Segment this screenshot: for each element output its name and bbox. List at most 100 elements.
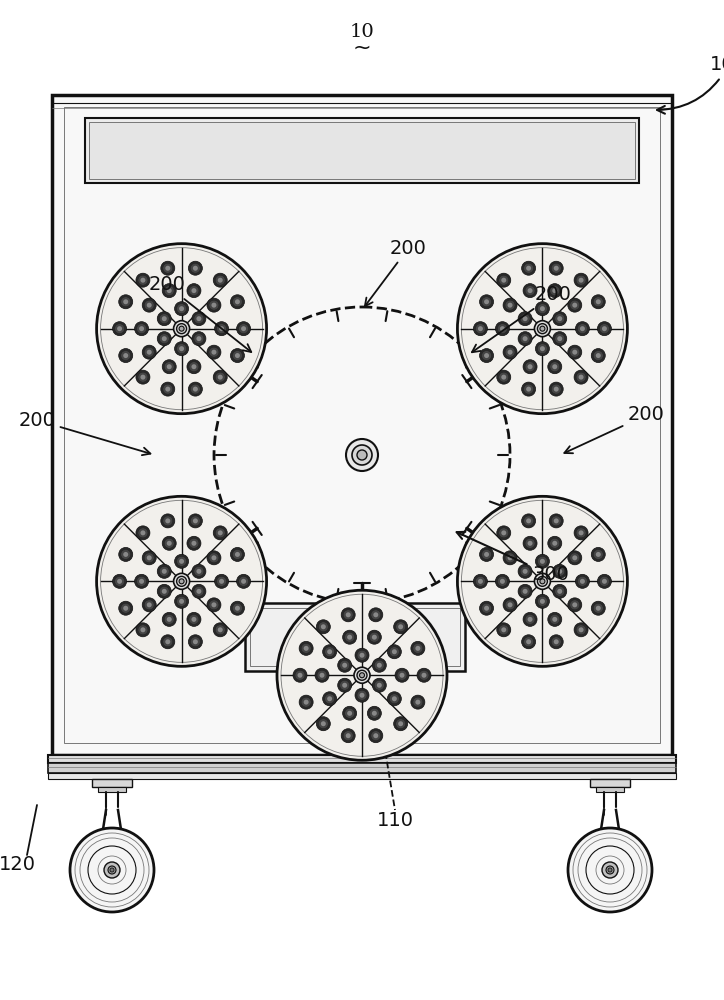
Circle shape [194, 586, 204, 596]
Circle shape [144, 300, 154, 310]
Circle shape [144, 553, 154, 563]
Circle shape [536, 574, 550, 588]
Circle shape [357, 690, 367, 700]
Circle shape [570, 600, 580, 610]
Circle shape [555, 566, 565, 576]
Text: 200: 200 [18, 410, 151, 455]
Circle shape [147, 303, 152, 308]
Circle shape [578, 627, 584, 632]
Circle shape [484, 606, 489, 611]
Circle shape [497, 526, 510, 540]
Circle shape [540, 599, 545, 604]
Circle shape [303, 646, 308, 651]
Circle shape [372, 635, 377, 640]
Circle shape [147, 602, 152, 607]
Circle shape [606, 866, 614, 874]
Circle shape [505, 600, 515, 610]
Text: 200: 200 [564, 406, 665, 453]
Circle shape [321, 624, 326, 629]
Circle shape [174, 342, 188, 356]
Circle shape [537, 556, 547, 566]
Circle shape [319, 673, 324, 678]
Circle shape [342, 683, 348, 688]
Circle shape [526, 387, 531, 392]
Circle shape [214, 370, 227, 384]
Circle shape [501, 627, 506, 632]
Circle shape [193, 518, 198, 523]
Circle shape [374, 680, 384, 690]
Circle shape [189, 538, 199, 548]
Circle shape [177, 324, 187, 334]
Circle shape [552, 584, 567, 598]
Circle shape [301, 697, 311, 707]
Circle shape [521, 514, 536, 528]
Circle shape [215, 372, 225, 382]
Circle shape [189, 286, 199, 296]
Circle shape [476, 324, 485, 334]
Circle shape [473, 574, 487, 588]
Circle shape [572, 602, 577, 607]
Text: 100: 100 [657, 55, 724, 114]
Circle shape [187, 284, 201, 298]
Circle shape [161, 514, 174, 528]
Circle shape [144, 600, 154, 610]
Circle shape [123, 299, 128, 304]
Circle shape [499, 528, 509, 538]
Circle shape [162, 536, 176, 550]
Circle shape [554, 266, 559, 271]
Circle shape [376, 663, 382, 668]
Circle shape [534, 573, 550, 589]
Circle shape [219, 326, 224, 331]
Circle shape [550, 382, 563, 396]
Circle shape [232, 603, 243, 613]
Bar [596, 787, 624, 792]
Circle shape [315, 668, 329, 682]
Circle shape [413, 697, 423, 707]
Circle shape [119, 295, 132, 309]
Circle shape [526, 518, 531, 523]
Circle shape [357, 650, 367, 660]
Circle shape [572, 303, 577, 308]
Circle shape [574, 370, 588, 384]
Circle shape [576, 275, 586, 285]
Circle shape [374, 612, 379, 617]
Circle shape [518, 564, 532, 578]
Circle shape [121, 549, 131, 559]
Circle shape [140, 278, 146, 283]
Circle shape [592, 547, 605, 561]
Circle shape [552, 332, 567, 346]
Circle shape [301, 643, 311, 653]
Circle shape [360, 653, 364, 658]
Circle shape [119, 601, 132, 615]
Circle shape [592, 295, 605, 309]
Circle shape [179, 306, 184, 311]
Circle shape [114, 576, 125, 586]
Circle shape [215, 625, 225, 635]
Circle shape [114, 324, 125, 334]
Circle shape [218, 530, 223, 535]
Circle shape [411, 695, 425, 709]
Circle shape [355, 648, 369, 662]
Circle shape [177, 596, 187, 606]
Circle shape [568, 551, 582, 565]
Circle shape [416, 700, 421, 705]
Circle shape [387, 645, 401, 659]
Circle shape [525, 362, 535, 372]
Circle shape [497, 324, 508, 334]
Circle shape [395, 719, 405, 729]
Circle shape [121, 297, 131, 307]
Circle shape [139, 326, 144, 331]
Circle shape [161, 589, 167, 594]
Circle shape [190, 516, 201, 526]
Circle shape [343, 610, 353, 620]
Circle shape [481, 603, 492, 613]
Text: 200: 200 [472, 286, 572, 352]
Circle shape [536, 342, 550, 356]
Circle shape [112, 322, 127, 336]
Circle shape [162, 612, 176, 626]
Circle shape [570, 300, 580, 310]
Circle shape [207, 551, 221, 565]
Circle shape [497, 273, 510, 287]
Circle shape [596, 353, 601, 358]
Circle shape [568, 598, 582, 612]
